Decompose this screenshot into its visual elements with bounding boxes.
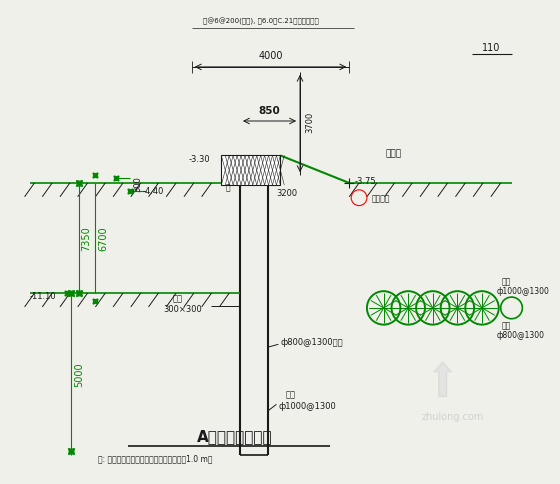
Text: 110: 110 <box>482 43 501 53</box>
Text: 外排: 外排 <box>502 277 511 286</box>
Text: 桩标: 桩标 <box>285 390 295 399</box>
Text: -4.40: -4.40 <box>143 187 164 196</box>
Text: -3.30: -3.30 <box>189 154 211 164</box>
Text: 3200: 3200 <box>277 188 297 197</box>
Text: zhulong.com: zhulong.com <box>421 411 484 421</box>
Text: 300: 300 <box>133 176 142 192</box>
Text: ф1000@1300: ф1000@1300 <box>497 287 550 296</box>
Text: 300×300: 300×300 <box>164 304 202 313</box>
Text: A区基坑支护剖面: A区基坑支护剖面 <box>197 428 272 443</box>
Text: 内排: 内排 <box>502 321 511 330</box>
Text: -11.10: -11.10 <box>30 291 56 300</box>
Text: 3700: 3700 <box>305 111 314 132</box>
Text: ф800@1300: ф800@1300 <box>497 331 545 340</box>
Text: 结构: 结构 <box>172 293 182 302</box>
Text: 5000: 5000 <box>74 362 84 386</box>
Text: ф800@1300围桩: ф800@1300围桩 <box>281 338 343 347</box>
Text: 溶气注地: 溶气注地 <box>372 194 390 203</box>
Text: ф1000@1300: ф1000@1300 <box>278 401 336 410</box>
Text: 笔架路: 笔架路 <box>385 149 402 158</box>
Text: -3.75: -3.75 <box>354 176 376 185</box>
Text: 850: 850 <box>259 106 281 116</box>
Text: 注: 止水桩桩端应进砂卵石层或入钻性土层1.0 m。: 注: 止水桩桩端应进砂卵石层或入钻性土层1.0 m。 <box>99 453 213 462</box>
Text: 桩@6@200(钻桩), 桩6.0桩C.21桩桩另桩平面: 桩@6@200(钻桩), 桩6.0桩C.21桩桩另桩平面 <box>203 18 319 25</box>
Text: 砼: 砼 <box>226 183 231 193</box>
Text: 6700: 6700 <box>99 227 109 251</box>
Text: 7350: 7350 <box>82 226 92 251</box>
Bar <box>221 156 281 185</box>
FancyArrow shape <box>434 362 451 396</box>
Text: 4000: 4000 <box>258 51 283 61</box>
